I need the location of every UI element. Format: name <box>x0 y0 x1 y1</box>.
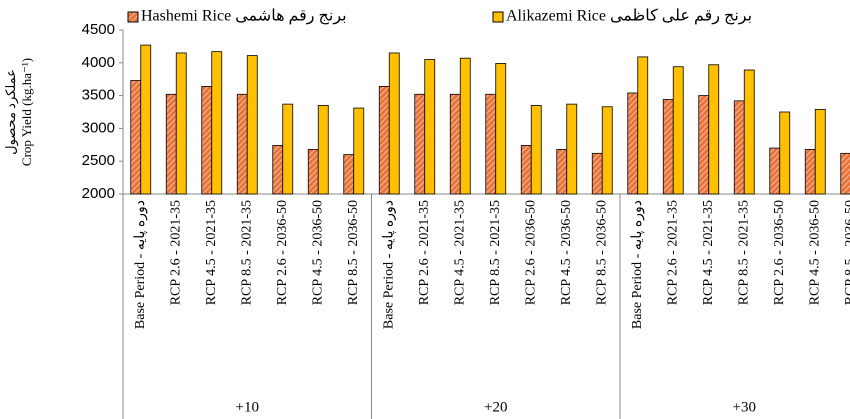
bar <box>211 51 223 195</box>
bar <box>495 63 507 195</box>
bar <box>343 154 355 195</box>
x-tick-label: Base Period - دوره پایه <box>381 200 396 329</box>
bar <box>201 86 213 195</box>
bar <box>779 111 791 195</box>
bar <box>388 52 400 195</box>
y-tick-label: 2500 <box>82 152 115 169</box>
bar <box>520 145 532 195</box>
y-tick-label: 3500 <box>82 87 115 104</box>
bar <box>743 69 755 195</box>
bar <box>236 93 248 195</box>
x-tick-label: Base Period - دوره پایه <box>630 200 645 329</box>
bar <box>282 103 294 195</box>
bar <box>175 52 187 195</box>
bar <box>424 59 436 195</box>
group-label: +30 <box>733 399 756 415</box>
x-tick-label: RCP 4.5 - 2036-50 <box>310 200 325 305</box>
bar <box>246 55 258 195</box>
legend-swatch <box>492 11 504 23</box>
bar <box>165 93 177 195</box>
bar <box>556 148 568 195</box>
group-label: +10 <box>236 399 259 415</box>
legend-label: Alikazemi Rice برنج رقم علی کاظمی <box>506 8 752 25</box>
bar <box>317 105 329 195</box>
x-tick-label: RCP 8.5 - 2021-35 <box>488 200 503 305</box>
y-tick-label: 2000 <box>82 185 115 202</box>
group-label: +20 <box>484 399 507 415</box>
bar <box>566 103 578 195</box>
x-tick-label: RCP 2.6 - 2036-50 <box>275 200 290 305</box>
bar <box>378 86 390 195</box>
x-tick-label: RCP 4.5 - 2021-35 <box>701 200 716 305</box>
x-tick-label: RCP 4.5 - 2036-50 <box>559 200 574 305</box>
x-tick-label: RCP 8.5 - 2021-35 <box>736 200 751 305</box>
bar <box>459 57 471 195</box>
legend-label: Hashemi Rice برنج رقم هاشمی <box>141 8 347 25</box>
bar <box>414 93 426 195</box>
x-tick-label: RCP 8.5 - 2021-35 <box>239 200 254 305</box>
x-tick-label: RCP 2.6 - 2036-50 <box>772 200 787 305</box>
x-tick-label: Base Period - دوره پایه <box>133 200 148 329</box>
bar <box>637 56 649 195</box>
bar <box>708 64 720 195</box>
bar <box>814 108 826 195</box>
x-tick-label: RCP 4.5 - 2021-35 <box>452 200 467 305</box>
y-axis-label: عملکرد محصول <box>3 69 19 155</box>
bar <box>591 152 603 195</box>
bar <box>840 152 850 195</box>
x-tick-label: RCP 2.6 - 2021-35 <box>665 200 680 305</box>
y-tick-label: 4000 <box>82 54 115 71</box>
bar <box>672 66 684 195</box>
bar <box>130 80 142 195</box>
bar <box>307 148 319 195</box>
legend-swatch <box>127 11 139 23</box>
x-tick-label: RCP 8.5 - 2036-50 <box>594 200 609 305</box>
x-tick-label: RCP 4.5 - 2036-50 <box>807 200 822 305</box>
x-tick-label: RCP 2.6 - 2021-35 <box>417 200 432 305</box>
bar <box>449 93 461 195</box>
x-tick-label: RCP 2.6 - 2021-35 <box>168 200 183 305</box>
bar <box>804 148 816 195</box>
bar <box>353 107 365 195</box>
bar <box>733 100 745 195</box>
bar <box>530 105 542 195</box>
bar <box>601 106 613 195</box>
bar <box>627 92 639 195</box>
bar <box>662 99 674 195</box>
bar <box>769 147 781 195</box>
bar <box>140 44 152 195</box>
x-tick-label: RCP 4.5 - 2021-35 <box>204 200 219 305</box>
y-axis-label: Crop Yield (kg.ha⁻¹) <box>19 58 34 166</box>
y-tick-label: 4500 <box>82 21 115 38</box>
y-tick-label: 3000 <box>82 119 115 136</box>
x-tick-label: RCP 2.6 - 2036-50 <box>523 200 538 305</box>
x-tick-label: RCP 8.5 - 2036-50 <box>843 200 850 305</box>
bar <box>485 93 497 195</box>
bar <box>698 95 710 195</box>
x-tick-label: RCP 8.5 - 2036-50 <box>346 200 361 305</box>
bar <box>272 145 284 195</box>
